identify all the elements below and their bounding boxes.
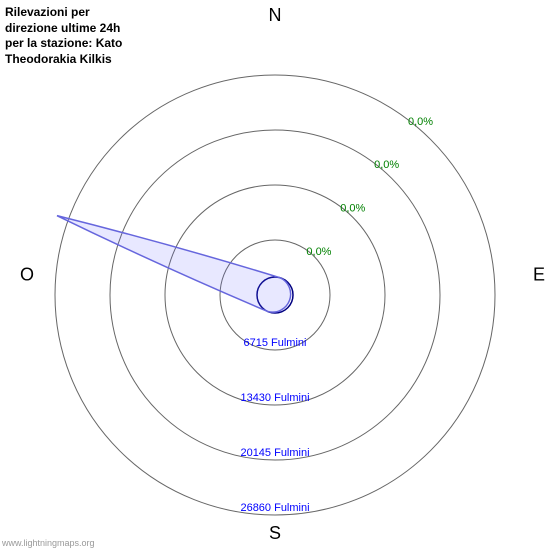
- compass-north: N: [269, 5, 282, 26]
- ring-fulmini-label: 6715 Fulmini: [244, 337, 307, 349]
- direction-wedge: [57, 216, 291, 312]
- ring-pct-label: 0,0%: [306, 246, 331, 258]
- compass-east: E: [533, 265, 545, 286]
- polar-chart: 0,0% 0,0% 0,0% 0,0% 6715 Fulmini 13430 Fulmi…: [0, 0, 550, 550]
- chart-title: Rilevazioni per direzione ultime 24h per…: [5, 5, 125, 67]
- compass-south: S: [269, 523, 281, 544]
- ring-pct-label: 0,0%: [340, 202, 365, 214]
- ring-fulmini-label: 26860 Fulmini: [240, 502, 309, 514]
- credit-text: www.lightningmaps.org: [2, 538, 95, 548]
- ring-fulmini-label: 20145 Fulmini: [240, 447, 309, 459]
- ring-fulmini-label: 13430 Fulmini: [240, 392, 309, 404]
- compass-west: O: [20, 265, 34, 286]
- ring-pct-label: 0,0%: [374, 159, 399, 171]
- ring-pct-label: 0,0%: [408, 116, 433, 128]
